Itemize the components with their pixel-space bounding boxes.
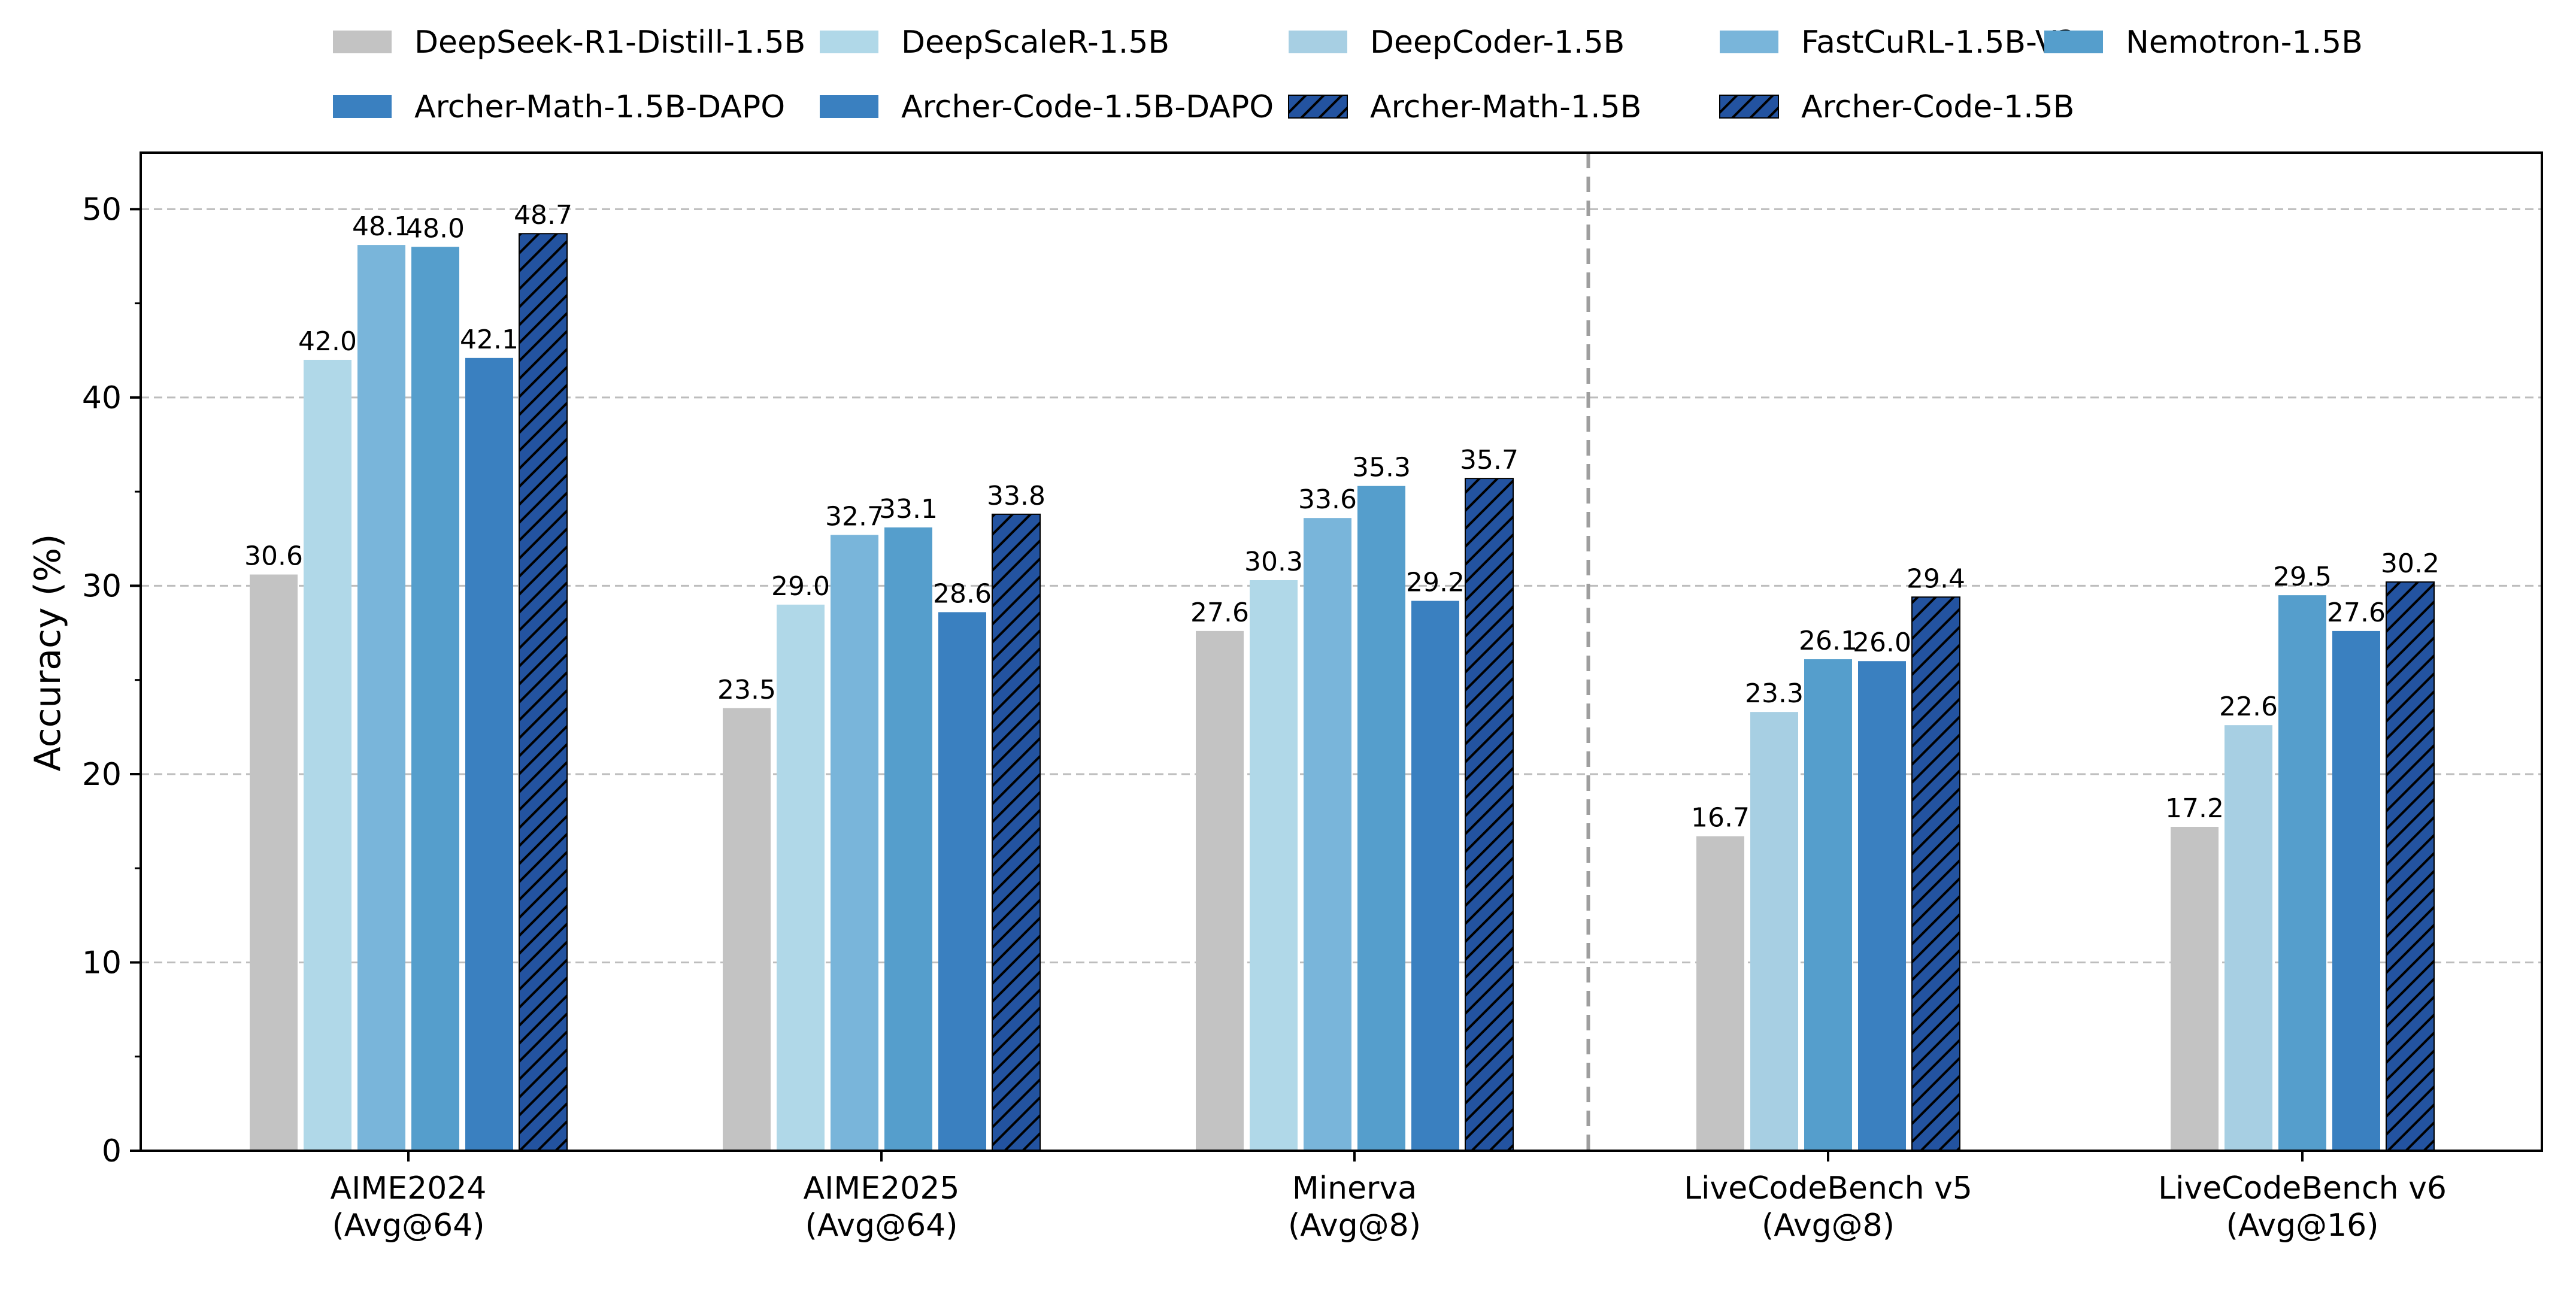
x-tick-sublabel: (Avg@8) [1762, 1208, 1895, 1244]
bar-value-label: 29.4 [1907, 563, 1965, 594]
bar-nemotron-1-5b-4 [2278, 595, 2326, 1151]
bar-value-label: 33.1 [879, 494, 938, 524]
bar-value-label: 23.3 [1745, 678, 1804, 709]
bar-value-label: 28.6 [933, 578, 992, 609]
legend-label: DeepScaleR-1.5B [901, 25, 1169, 60]
bar-nemotron-1-5b-2 [1357, 486, 1405, 1151]
bar-fastcurl-1-5b-v3-2 [1304, 518, 1351, 1151]
bar-nemotron-1-5b-1 [884, 527, 932, 1151]
bar-fastcurl-1-5b-v3-1 [831, 535, 878, 1151]
bar-value-label: 33.8 [987, 481, 1045, 511]
bar-fastcurl-1-5b-v3-0 [357, 245, 405, 1151]
legend-swatch [1720, 31, 1778, 53]
y-axis-label: Accuracy (%) [27, 534, 69, 772]
legend-label: Nemotron-1.5B [2126, 25, 2363, 60]
y-tick-label: 0 [102, 1133, 122, 1169]
legend-swatch [333, 31, 392, 53]
bar-deepseek-r1-distill-1-5b-4 [2171, 827, 2219, 1151]
bar-deepscaler-1-5b-1 [777, 604, 825, 1151]
bar-archer-math-1-5b-dapo-2 [1411, 601, 1459, 1151]
bar-nemotron-1-5b-0 [411, 247, 459, 1151]
x-tick-label: AIME2024 [331, 1170, 487, 1206]
bar-value-label: 29.5 [2273, 562, 2332, 592]
bar-deepseek-r1-distill-1-5b-0 [250, 574, 298, 1151]
bar-value-label: 17.2 [2165, 793, 2224, 824]
legend-label: Archer-Code-1.5B [1801, 89, 2074, 125]
x-tick-sublabel: (Avg@64) [332, 1208, 484, 1244]
bar-value-label: 48.1 [352, 211, 411, 242]
bar-deepcoder-1-5b-4 [2225, 725, 2272, 1151]
bar-archer-math-1-5b-0 [519, 233, 568, 1151]
bar-value-label: 29.2 [1406, 568, 1465, 598]
bar-value-label: 42.0 [298, 326, 357, 357]
legend-label: Archer-Code-1.5B-DAPO [901, 89, 1274, 125]
bar-value-label: 48.7 [514, 200, 572, 231]
legend-swatch [820, 95, 878, 118]
x-tick-label: AIME2025 [804, 1170, 960, 1206]
bar-value-label: 32.7 [825, 501, 884, 532]
bar-value-label: 26.1 [1799, 626, 1857, 656]
y-tick-label: 20 [82, 757, 122, 793]
legend-label: FastCuRL-1.5B-V3 [1801, 25, 2076, 60]
bar-value-label: 30.2 [2381, 548, 2439, 579]
bar-deepscaler-1-5b-0 [304, 359, 351, 1151]
plot-frame [140, 151, 2543, 1152]
x-tick-sublabel: (Avg@8) [1288, 1208, 1421, 1244]
y-tick-label: 10 [82, 945, 122, 981]
x-tick-label: LiveCodeBench v5 [1684, 1170, 1972, 1206]
bar-deepseek-r1-distill-1-5b-1 [723, 708, 771, 1151]
bars [250, 233, 2435, 1152]
legend-swatch [2044, 31, 2103, 53]
bar-value-label: 30.6 [244, 541, 303, 572]
legend-swatch [820, 31, 878, 53]
bar-value-label: 35.7 [1460, 445, 1519, 475]
axis-ticks: 01020304050AIME2024(Avg@64)AIME2025(Avg@… [82, 192, 2447, 1244]
bar-value-label: 33.6 [1298, 484, 1357, 515]
legend-label: Archer-Math-1.5B-DAPO [414, 89, 785, 125]
legend-label: DeepCoder-1.5B [1370, 25, 1625, 60]
bar-deepseek-r1-distill-1-5b-3 [1696, 836, 1744, 1151]
bar-value-label: 30.3 [1244, 547, 1303, 577]
legend-label: DeepSeek-R1-Distill-1.5B [414, 25, 805, 60]
legend-swatch [333, 95, 392, 118]
bar-value-label: 23.5 [717, 675, 776, 705]
legend-swatch [1289, 31, 1347, 53]
bar-value-label: 29.0 [771, 571, 830, 602]
bar-archer-code-1-5b-dapo-3 [1858, 661, 1906, 1151]
bar-value-label: 27.6 [2327, 598, 2386, 628]
bar-archer-code-1-5b-4 [2386, 581, 2435, 1151]
x-tick-label: LiveCodeBench v6 [2158, 1170, 2447, 1206]
y-tick-label: 50 [82, 192, 122, 228]
legend-label: Archer-Math-1.5B [1370, 89, 1641, 125]
value-labels: 30.6 42.0 48.148.0 42.1 48.7 23.5 29.0 32.733.1… [244, 200, 2439, 833]
bar-value-label: 22.6 [2219, 692, 2278, 722]
bar-value-label: 42.1 [460, 325, 519, 355]
bar-archer-math-1-5b-2 [1465, 478, 1514, 1152]
x-tick-sublabel: (Avg@16) [2226, 1208, 2378, 1244]
bar-archer-code-1-5b-dapo-4 [2332, 630, 2380, 1151]
legend: DeepSeek-R1-Distill-1.5B DeepScaleR-1.5B D… [333, 25, 2363, 125]
bar-nemotron-1-5b-3 [1804, 659, 1852, 1151]
bar-archer-math-1-5b-dapo-0 [465, 357, 513, 1151]
bar-value-label: 35.3 [1352, 453, 1411, 483]
y-tick-label: 40 [82, 380, 122, 416]
bar-deepcoder-1-5b-3 [1750, 712, 1798, 1151]
y-tick-label: 30 [82, 568, 122, 604]
bar-value-label: 48.0 [406, 213, 465, 244]
legend-swatch [1719, 95, 1779, 119]
bar-value-label: 27.6 [1190, 598, 1249, 628]
bar-value-label: 26.0 [1853, 627, 1911, 658]
bar-archer-code-1-5b-3 [1911, 596, 1960, 1151]
x-tick-label: Minerva [1292, 1170, 1417, 1206]
bar-deepscaler-1-5b-2 [1250, 580, 1298, 1151]
x-tick-sublabel: (Avg@64) [805, 1208, 957, 1244]
bar-deepseek-r1-distill-1-5b-2 [1196, 630, 1244, 1151]
bar-value-label: 16.7 [1691, 803, 1750, 833]
bar-archer-math-1-5b-dapo-1 [938, 612, 986, 1151]
bar-archer-math-1-5b-1 [992, 513, 1041, 1152]
legend-swatch [1288, 95, 1348, 119]
